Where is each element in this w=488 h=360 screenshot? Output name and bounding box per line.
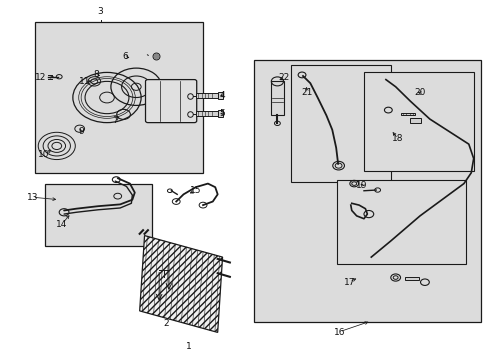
- Bar: [254, 60, 480, 321]
- Bar: [217, 111, 222, 117]
- Text: 14: 14: [56, 220, 67, 229]
- Text: 16: 16: [333, 328, 345, 337]
- Bar: [195, 111, 217, 116]
- Bar: [405, 277, 418, 280]
- FancyBboxPatch shape: [145, 80, 196, 123]
- Bar: [336, 180, 466, 264]
- Text: 2: 2: [163, 319, 169, 328]
- Bar: [400, 113, 414, 116]
- Bar: [363, 72, 473, 171]
- Text: 11: 11: [79, 77, 90, 86]
- Text: 20: 20: [413, 87, 425, 96]
- Text: 5: 5: [219, 109, 225, 118]
- Polygon shape: [140, 235, 222, 332]
- Text: 7: 7: [112, 116, 118, 125]
- Text: 1: 1: [185, 342, 191, 351]
- Text: 4: 4: [219, 91, 225, 100]
- Bar: [195, 93, 217, 98]
- Text: 9: 9: [78, 127, 84, 136]
- Text: 19: 19: [355, 181, 366, 190]
- Text: 8: 8: [93, 70, 99, 79]
- Text: 17: 17: [343, 278, 354, 287]
- Text: 15: 15: [190, 186, 201, 195]
- Bar: [409, 118, 420, 123]
- Text: 13: 13: [26, 193, 38, 202]
- Text: 12: 12: [35, 73, 46, 82]
- Text: 10: 10: [38, 150, 49, 159]
- Text: 6: 6: [122, 52, 128, 61]
- Bar: [290, 65, 390, 182]
- Bar: [217, 93, 222, 99]
- Bar: [35, 22, 203, 173]
- Text: 18: 18: [391, 134, 403, 143]
- Text: 21: 21: [301, 87, 312, 96]
- Bar: [271, 81, 283, 116]
- Text: 3: 3: [98, 7, 103, 16]
- Text: 22: 22: [277, 73, 288, 82]
- Bar: [44, 184, 152, 246]
